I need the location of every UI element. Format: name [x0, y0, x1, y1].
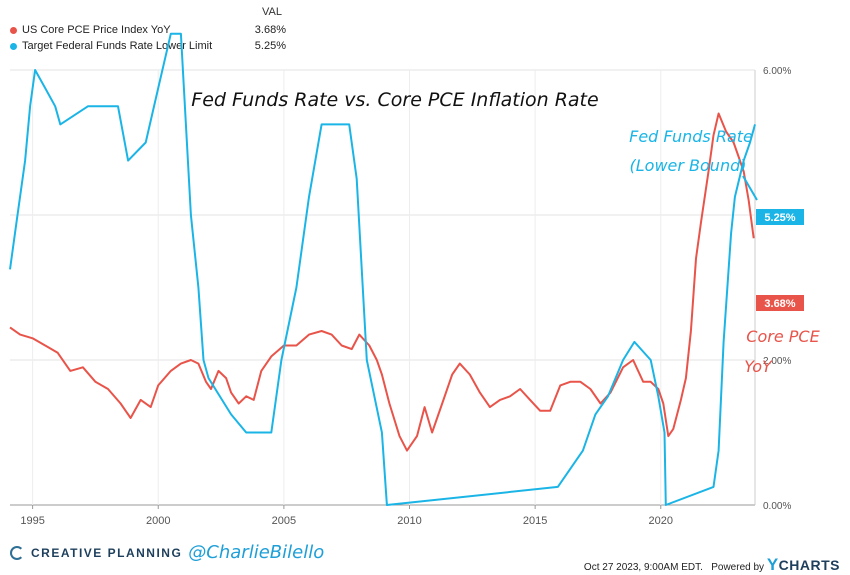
x-tick-label: 2000	[146, 515, 170, 527]
fed-end-label-bg	[756, 209, 804, 225]
legend-value: 3.68%	[254, 24, 286, 36]
pce-end-label-text: 3.68%	[764, 298, 795, 310]
timestamp: Oct 27 2023, 9:00AM EDT.	[583, 562, 703, 573]
ycharts-logo-y: Y	[766, 555, 779, 574]
powered-by-label: Powered by	[711, 562, 765, 573]
pce-end-label: 3.68%	[756, 295, 804, 311]
fed-funds-rate-line[interactable]	[9, 32, 756, 506]
x-tick-label: 2015	[523, 515, 547, 527]
fed-annotation-pointer	[742, 175, 758, 201]
grid	[10, 69, 756, 506]
legend-item-fed-funds[interactable]: Target Federal Funds Rate Lower Limit 5.…	[8, 39, 298, 55]
fed-end-label: 5.25%	[756, 209, 804, 225]
y-axis: 0.00%2.00%4.00%6.00%	[763, 66, 791, 512]
creative-planning-logo-icon	[10, 545, 24, 560]
pce-annotation-line1: Core PCE	[746, 327, 820, 346]
ycharts-logo[interactable]: YCHARTS	[766, 555, 840, 574]
y-tick-label: 2.00%	[763, 356, 791, 367]
pce-annotation-line2: YoY	[744, 357, 773, 376]
legend-label: Target Federal Funds Rate Lower Limit	[22, 40, 213, 52]
legend-label: US Core PCE Price Index YoY	[22, 24, 171, 36]
fed-end-label-text: 5.25%	[764, 212, 795, 224]
y-tick-label: 0.00%	[763, 501, 791, 512]
x-axis: 1995 2000 2005 2010 2015 2020	[20, 505, 673, 527]
legend-value: 5.25%	[254, 40, 286, 52]
x-tick-label: 2005	[272, 515, 296, 527]
x-tick-label: 2020	[649, 515, 673, 527]
pce-end-label-bg	[756, 295, 804, 311]
footer-source: Oct 27 2023, 9:00AM EDT. Powered by YCHA…	[584, 555, 840, 575]
series-lines	[9, 32, 756, 506]
y-tick-label: 6.00%	[763, 66, 791, 77]
footer-brand: CREATIVE PLANNING @CharlieBilello	[10, 542, 324, 563]
series-dot-icon	[10, 43, 17, 50]
legend-item-core-pce[interactable]: US Core PCE Price Index YoY 3.68%	[8, 23, 298, 39]
chart-title: Fed Funds Rate vs. Core PCE Inflation Ra…	[191, 89, 598, 111]
fed-annotation-line1: Fed Funds Rate	[629, 127, 753, 146]
brand-name: CREATIVE PLANNING	[31, 545, 183, 560]
x-tick-label: 1995	[20, 515, 44, 527]
x-tick-label: 2010	[397, 515, 421, 527]
ycharts-logo-text: CHARTS	[778, 557, 840, 573]
legend-value-header: VAL	[262, 6, 282, 18]
fed-annotation-line2: (Lower Bound)	[630, 156, 747, 175]
core-pce-line[interactable]	[9, 112, 755, 452]
author-handle[interactable]: @CharlieBilello	[188, 542, 325, 563]
series-dot-icon	[10, 27, 17, 34]
